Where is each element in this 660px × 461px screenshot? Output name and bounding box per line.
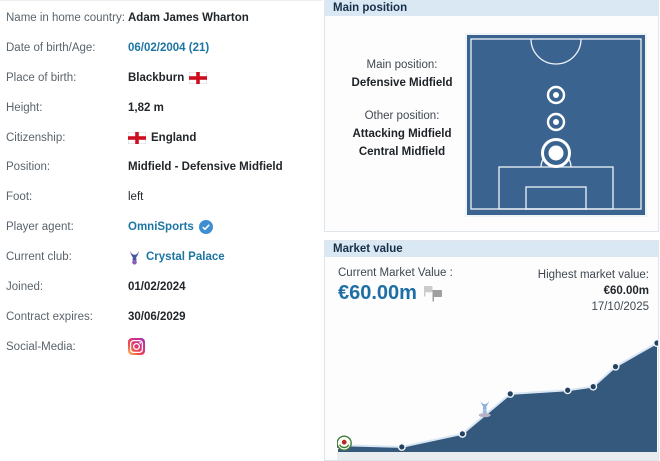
- position-value: Midfield - Defensive Midfield: [128, 161, 283, 174]
- player-agent-value[interactable]: OmniSports: [128, 221, 194, 234]
- chart-point-6[interactable]: [611, 362, 620, 371]
- contract-expires-label: Contract expires:: [6, 310, 93, 323]
- info-row-contract-expires: Contract expires: 30/06/2029: [0, 302, 322, 332]
- current-market-value-label: Current Market Value :: [338, 267, 453, 279]
- chart-point-1[interactable]: [397, 442, 406, 451]
- chart-area: [338, 343, 657, 452]
- market-value-chart[interactable]: [337, 331, 658, 461]
- info-row-foot: Foot: left: [0, 182, 322, 212]
- foot-value: left: [128, 191, 144, 204]
- citizenship-value: England: [151, 131, 197, 144]
- other-position-marker-attacking-midfield: [546, 85, 566, 105]
- info-row-citizenship: Citizenship: England: [0, 123, 322, 153]
- info-row-name-in-home-country: Name in home country: Adam James Wharton: [0, 3, 322, 33]
- info-row-position: Position: Midfield - Defensive Midfield: [0, 152, 322, 182]
- contract-expires-value: 30/06/2029: [128, 310, 186, 323]
- chart-baseline-strip: [337, 452, 658, 460]
- player-agent-label: Player agent:: [6, 221, 74, 234]
- highest-market-value-label: Highest market value:: [537, 269, 649, 281]
- market-value-header: Market value: [325, 241, 658, 257]
- social-media-label: Social-Media:: [6, 340, 76, 353]
- other-position-value-2: Central Midfield: [358, 146, 446, 158]
- current-market-value: €60.00m: [338, 282, 417, 304]
- other-position-value-1: Attacking Midfield: [352, 128, 452, 140]
- position-text-block: Main position: Defensive Midfield Other …: [331, 56, 473, 161]
- info-row-current-club: Current club: Crystal Palace: [0, 242, 322, 272]
- player-info-table: Name in home country: Adam James Wharton D…: [0, 0, 322, 362]
- other-position-marker-central-midfield: [546, 112, 566, 132]
- joined-value: 01/02/2024: [128, 280, 186, 293]
- blackburn-rovers-crest-icon: [337, 435, 352, 451]
- info-row-date-of-birth-age: Date of birth/Age: 06/02/2004 (21): [0, 33, 322, 63]
- info-row-height: Height: 1,82 m: [0, 93, 322, 123]
- info-row-place-of-birth: Place of birth: Blackburn: [0, 63, 322, 93]
- pitch-diagram: [465, 33, 647, 217]
- chart-point-5[interactable]: [589, 382, 598, 391]
- main-position-marker-defensive-midfield: [541, 138, 571, 168]
- name-in-home-country-value: Adam James Wharton: [128, 11, 249, 24]
- england-flag-icon: [128, 131, 146, 144]
- main-position-label: Main position:: [366, 59, 438, 71]
- joined-label: Joined:: [6, 280, 44, 293]
- instagram-icon[interactable]: [128, 338, 145, 356]
- name-in-home-country-label: Name in home country:: [6, 11, 125, 24]
- height-value: 1,82 m: [128, 101, 164, 114]
- highest-market-value-block: Highest market value: €60.00m 17/10/2025: [538, 267, 649, 315]
- foot-label: Foot:: [6, 191, 33, 204]
- chart-point-3[interactable]: [506, 389, 515, 398]
- date-of-birth-age-value[interactable]: 06/02/2004 (21): [128, 41, 210, 54]
- info-row-player-agent: Player agent: OmniSports: [0, 212, 322, 242]
- citizenship-label: Citizenship:: [6, 131, 66, 144]
- chart-line: [337, 342, 658, 448]
- info-row-social-media: Social-Media:: [0, 332, 322, 362]
- highest-market-value-date: 17/10/2025: [591, 301, 649, 313]
- crystal-palace-crest-icon: [128, 250, 141, 265]
- current-club-value[interactable]: Crystal Palace: [146, 251, 225, 264]
- main-position-header: Main position: [325, 0, 658, 16]
- info-row-joined: Joined: 01/02/2024: [0, 272, 322, 302]
- chart-point-2[interactable]: [458, 429, 467, 438]
- highest-market-value: €60.00m: [603, 285, 649, 297]
- goal-box: [525, 186, 587, 210]
- main-position-panel: Main position Main position: Defensive M…: [324, 0, 659, 232]
- main-position-value: Defensive Midfield: [351, 77, 453, 89]
- position-label: Position:: [6, 161, 51, 174]
- chart-point-7[interactable]: [653, 339, 658, 347]
- place-of-birth-value: Blackburn: [128, 71, 185, 84]
- current-market-value-block: Current Market Value : €60.00m: [338, 267, 453, 305]
- crystal-palace-crest-icon: [478, 400, 491, 418]
- current-club-label: Current club:: [6, 251, 72, 264]
- height-label: Height:: [6, 101, 43, 114]
- market-value-discussion-icon[interactable]: [423, 285, 444, 302]
- verified-badge-icon: [198, 220, 213, 235]
- market-value-panel: Market value Current Market Value : €60.…: [324, 240, 659, 461]
- chart-point-4[interactable]: [563, 386, 572, 395]
- place-of-birth-label: Place of birth:: [6, 71, 77, 84]
- center-circle-arc: [530, 38, 582, 65]
- england-flag-icon: [189, 71, 208, 84]
- other-position-label: Other position:: [364, 110, 440, 122]
- date-of-birth-age-label: Date of birth/Age:: [6, 41, 96, 54]
